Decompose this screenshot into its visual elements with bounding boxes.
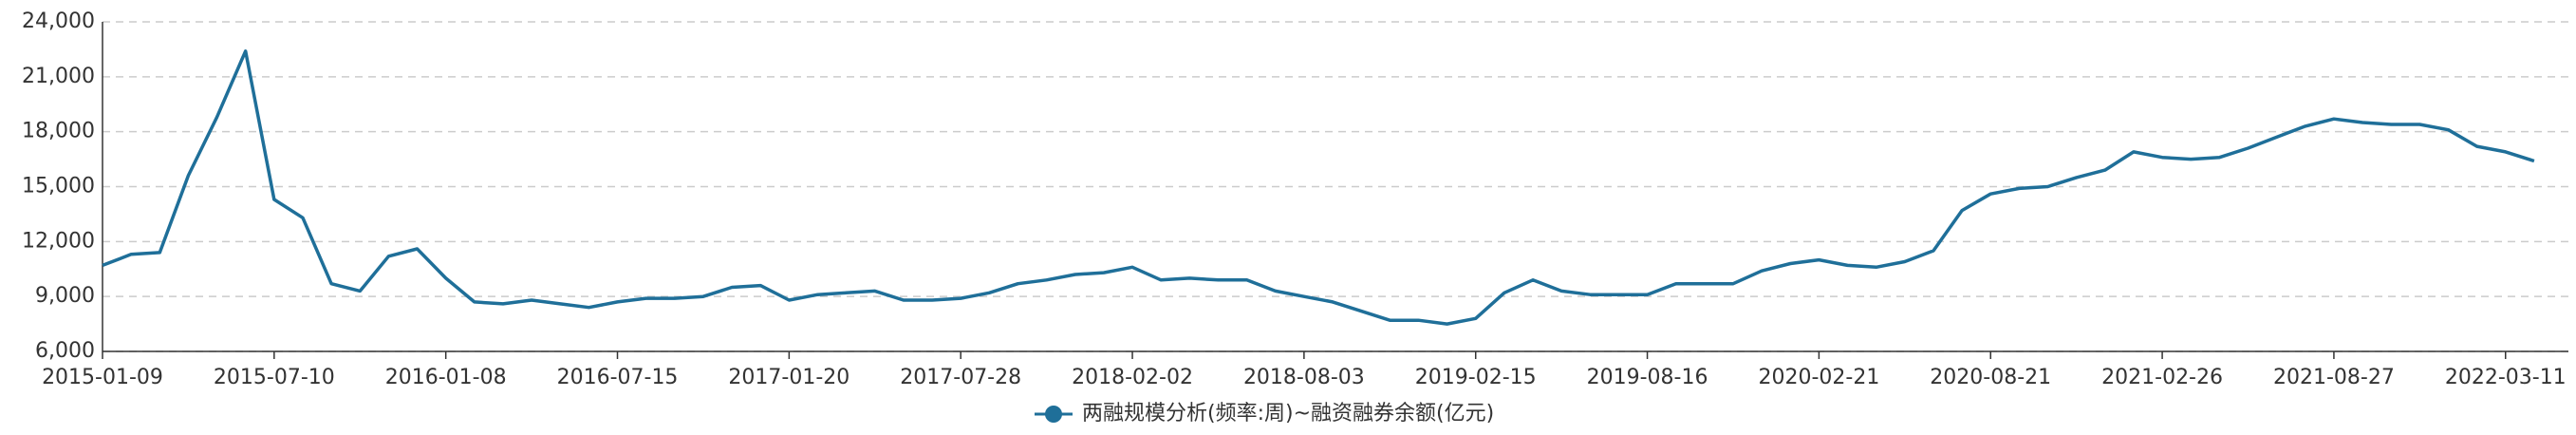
y-tick-label: 18,000 <box>22 120 95 143</box>
x-tick-label: 2018-08-03 <box>1243 366 1365 389</box>
x-tick-label: 2020-02-21 <box>1758 366 1879 389</box>
x-tick-label: 2021-02-26 <box>2101 366 2223 389</box>
y-tick-label: 21,000 <box>22 65 95 88</box>
x-tick-label: 2017-01-20 <box>728 366 849 389</box>
x-tick-label: 2017-07-28 <box>900 366 1021 389</box>
y-tick-label: 24,000 <box>22 9 95 33</box>
x-tick-label: 2015-01-09 <box>42 366 163 389</box>
x-tick-label: 2015-07-10 <box>214 366 335 389</box>
x-tick-label: 2016-07-15 <box>557 366 679 389</box>
legend-label: 两融规模分析(频率:周)~融资融券余额(亿元) <box>1082 402 1494 426</box>
y-tick-label: 6,000 <box>35 339 95 363</box>
x-tick-label: 2019-08-16 <box>1587 366 1708 389</box>
x-tick-label: 2021-08-27 <box>2273 366 2395 389</box>
x-tick-label: 2019-02-15 <box>1415 366 1537 389</box>
legend-marker <box>1045 406 1062 423</box>
data-line <box>102 49 2535 326</box>
x-tick-label: 2020-08-21 <box>1930 366 2051 389</box>
x-tick-label: 2018-02-02 <box>1072 366 1193 389</box>
y-tick-label: 12,000 <box>22 229 95 253</box>
y-tick-label: 15,000 <box>22 175 95 199</box>
y-tick-label: 9,000 <box>35 284 95 308</box>
x-tick-label: 2016-01-08 <box>385 366 507 389</box>
x-tick-label: 2022-03-11 <box>2445 366 2567 389</box>
